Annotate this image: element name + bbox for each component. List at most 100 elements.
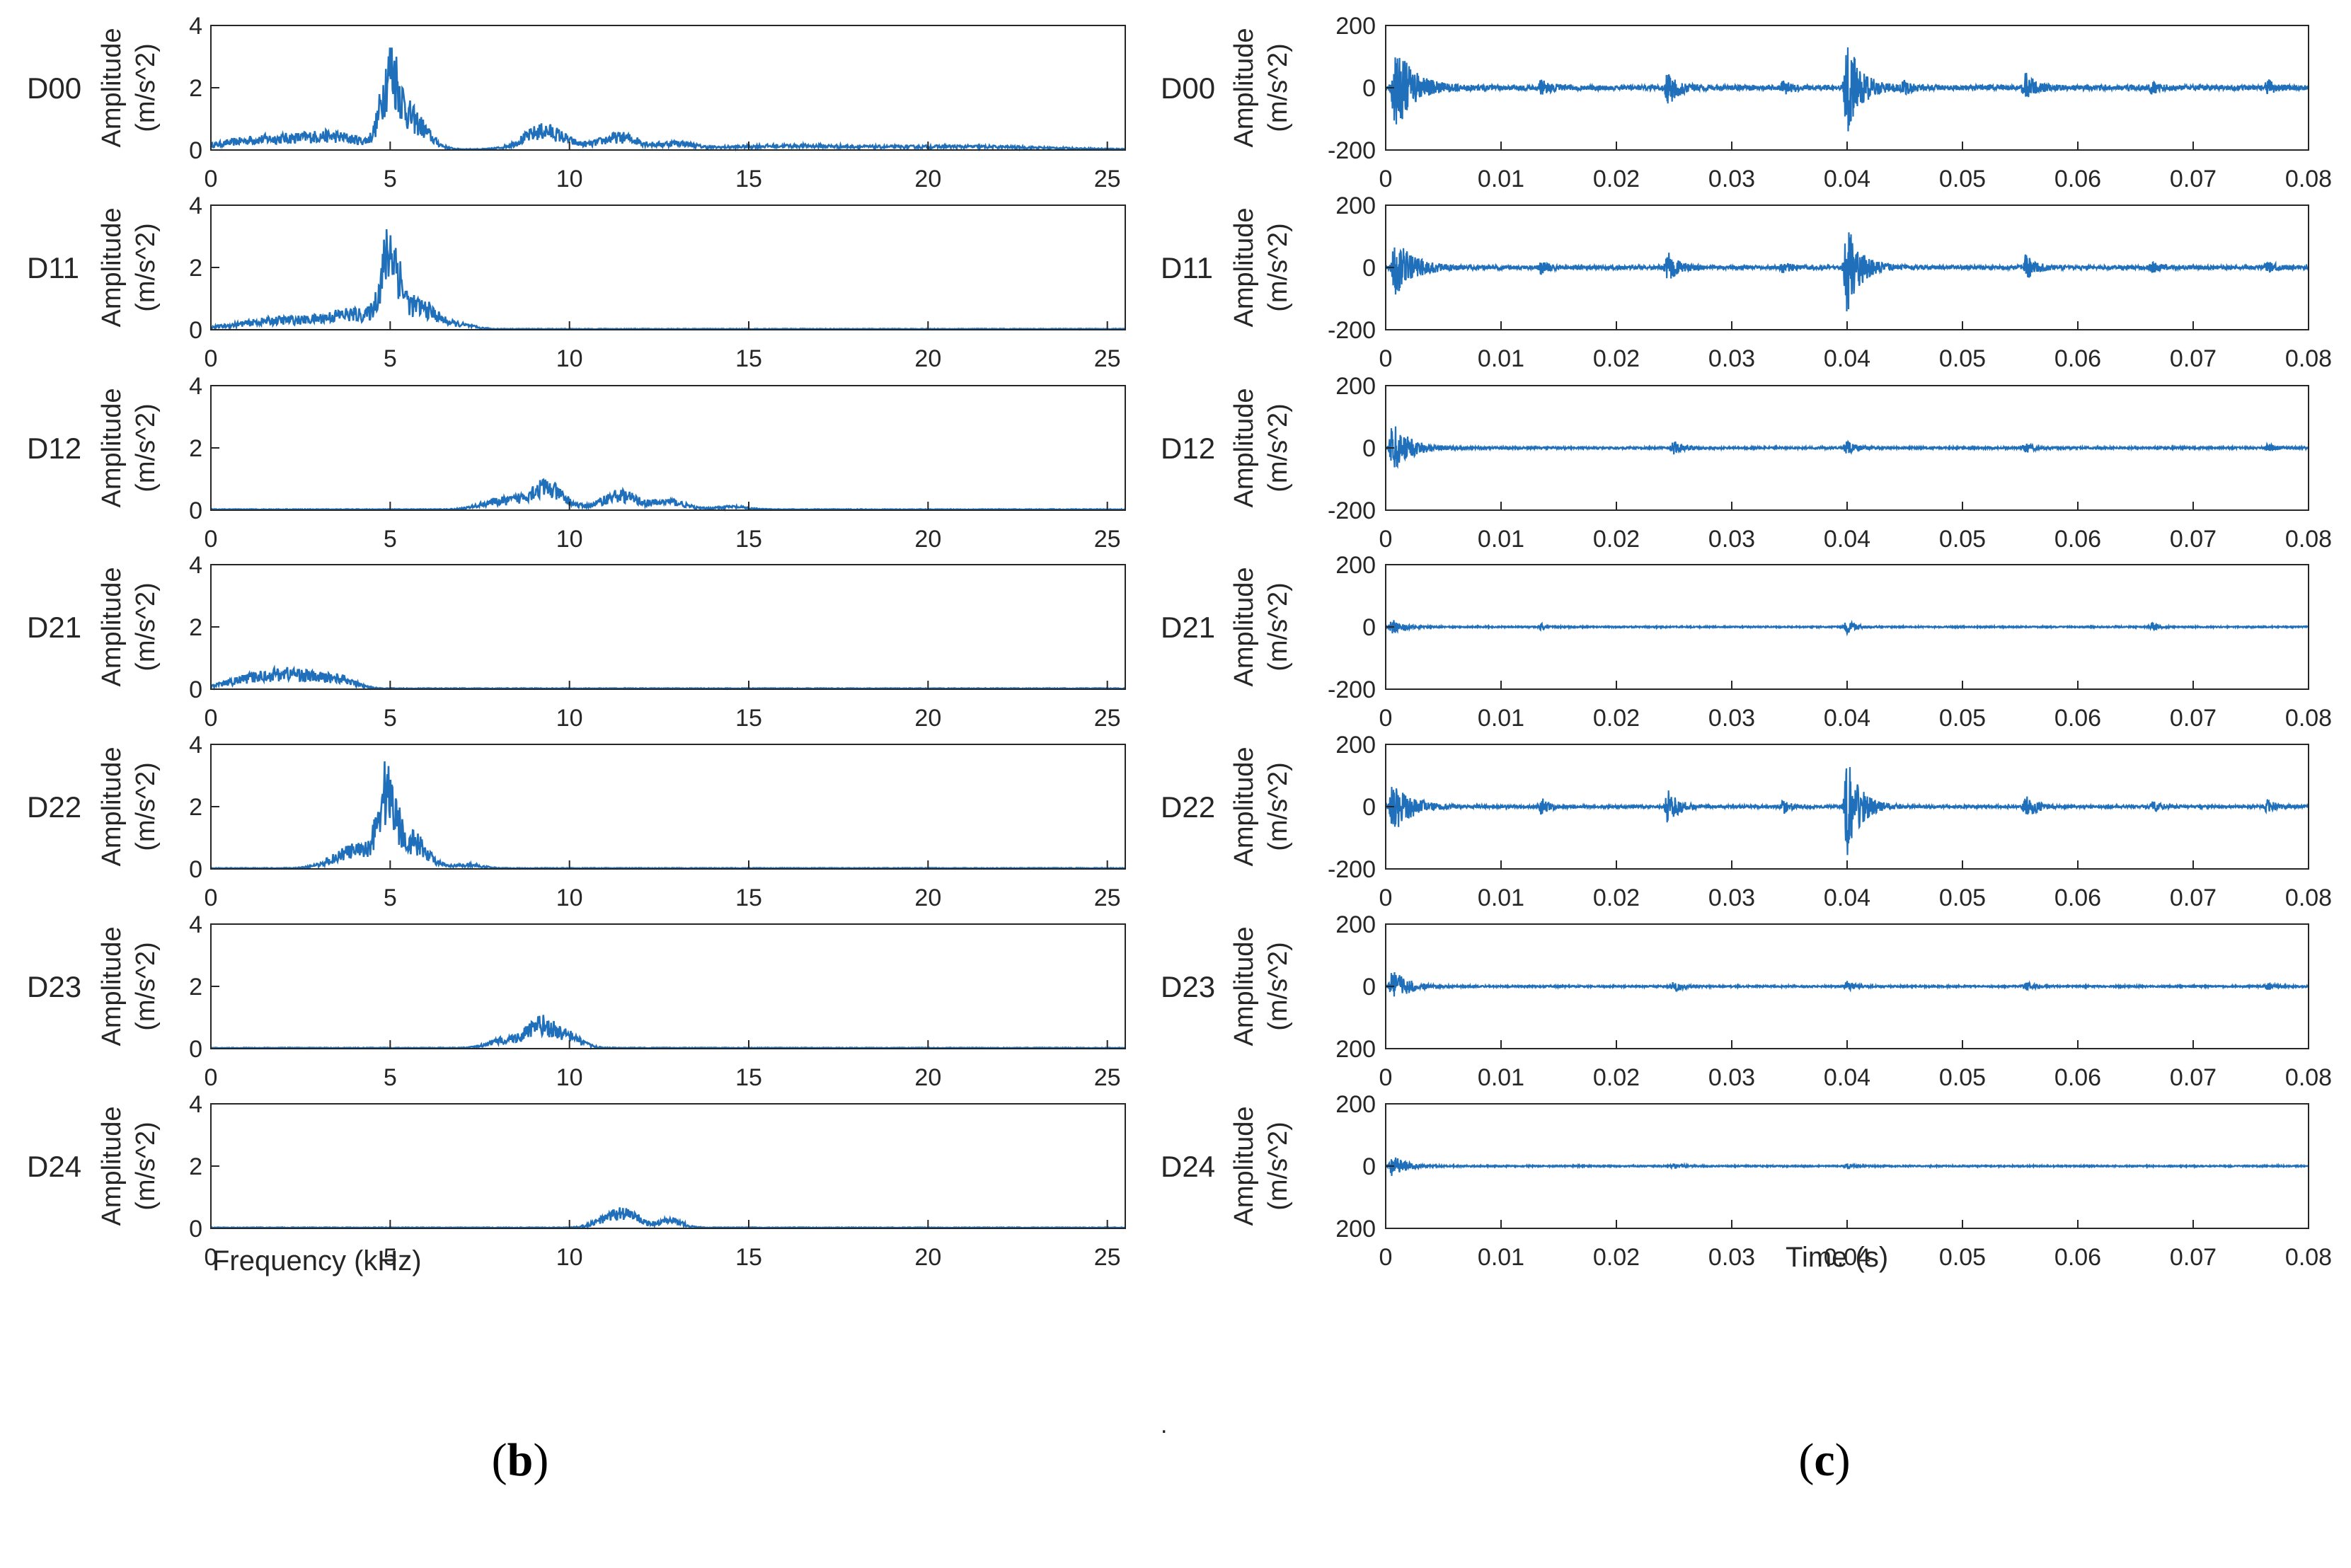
row-label: D12 [27, 432, 81, 465]
y-axis-title-line-1: Amplitude [97, 388, 127, 508]
y-tick-label: 2 [189, 75, 202, 102]
time-signal-line [1385, 619, 2309, 637]
x-tick-label: 10 [556, 1064, 583, 1091]
x-tick-label: 25 [1094, 345, 1121, 372]
x-tick-label: 0.04 [1824, 1244, 1870, 1271]
x-tick-label: 0.03 [1708, 166, 1755, 192]
y-tick-label: 200 [1335, 1036, 1376, 1063]
panel-label-c-open: ( [1798, 1434, 1814, 1486]
x-tick-label: 5 [384, 1064, 397, 1091]
y-tick-label: 200 [1335, 732, 1376, 759]
x-tick-label: 0.01 [1478, 166, 1524, 192]
spectrum-row-d22: D22 Amplitude (m/s^2) 0 2 4 0 5 10 15 20 25 [27, 732, 1126, 911]
x-tick-label: 0.06 [2054, 526, 2101, 553]
x-tick-label: 0.06 [2054, 884, 2101, 911]
y-tick-label: 4 [189, 552, 202, 579]
y-tick-label: 0 [1362, 614, 1376, 641]
x-tick-label: 0.04 [1824, 705, 1870, 732]
x-tick-label: 0.05 [1939, 1244, 1986, 1271]
x-tick-label: 0.07 [2170, 526, 2217, 553]
x-tick-label: 5 [384, 884, 397, 911]
y-axis-title: Amplitude (m/s^2) [1229, 208, 1293, 328]
x-tick-label: 0.01 [1478, 345, 1524, 372]
x-tick-label: 20 [914, 345, 941, 372]
separator-dot: . [1161, 1412, 1167, 1439]
x-tick-label: 10 [556, 705, 583, 732]
y-axis-title: Amplitude (m/s^2) [97, 388, 161, 508]
y-axis-title: Amplitude (m/s^2) [1229, 1107, 1293, 1226]
x-tick-label: 0 [1379, 526, 1393, 553]
y-axis-title: Amplitude (m/s^2) [97, 208, 161, 328]
y-axis-title: Amplitude (m/s^2) [1229, 567, 1293, 687]
x-tick-label: 0.05 [1939, 166, 1986, 192]
x-tick-label: 0.05 [1939, 705, 1986, 732]
y-tick-label: 2 [189, 1153, 202, 1180]
x-tick-label: 0 [1379, 166, 1393, 192]
y-tick-label: 0 [189, 1036, 202, 1063]
row-label: D21 [1161, 611, 1215, 644]
x-tick-label: 0.02 [1593, 884, 1640, 911]
row-label: D11 [27, 251, 79, 284]
y-tick-label: 200 [1335, 1216, 1376, 1243]
x-tick-label: 0.01 [1478, 1244, 1524, 1271]
spectrum-row-d21: D21 Amplitude (m/s^2) 0 2 4 0 5 10 15 20 25 [27, 552, 1126, 732]
y-tick-label: 0 [189, 856, 202, 883]
row-label: D00 [1161, 71, 1215, 105]
row-label: D22 [27, 790, 81, 824]
x-tick-label: 0.05 [1939, 345, 1986, 372]
x-tick-label: 0.04 [1824, 1064, 1870, 1091]
row-label: D11 [1161, 251, 1213, 284]
x-tick-label: 15 [735, 526, 762, 553]
y-axis-title-line-2: (m/s^2) [1263, 1122, 1293, 1211]
spectrum-line [210, 229, 1126, 331]
spectrum-row-d11: D11 Amplitude (m/s^2) 0 2 4 0 5 10 15 20 25 [27, 192, 1126, 372]
y-tick-label: 200 [1335, 911, 1376, 938]
x-tick-label: 0 [1379, 1064, 1393, 1091]
time-signal-line [1384, 972, 2309, 997]
panel-label-b-close: ) [533, 1434, 548, 1486]
row-label: D22 [1161, 790, 1215, 824]
spectrum-row-d00: D00 Amplitude (m/s^2) 0 2 4 0 5 10 15 20 25 [27, 13, 1126, 192]
y-axis-title-line-2: (m/s^2) [1263, 762, 1293, 851]
y-axis-title-line-2: (m/s^2) [1263, 582, 1293, 671]
y-tick-label: -200 [1328, 676, 1376, 703]
time-signal-line [1385, 232, 2310, 312]
x-tick-label: 15 [735, 705, 762, 732]
x-tick-label: 0.03 [1708, 705, 1755, 732]
y-axis-title-line-2: (m/s^2) [1263, 43, 1293, 132]
y-tick-label: -200 [1328, 497, 1376, 524]
x-tick-label: 5 [384, 1244, 397, 1271]
y-axis-title: Amplitude (m/s^2) [97, 567, 161, 687]
spectrum-line [210, 1207, 1126, 1230]
x-tick-label: 10 [556, 166, 583, 192]
y-axis-title-line-1: Amplitude [1229, 388, 1259, 508]
x-tick-label: 0.05 [1939, 526, 1986, 553]
x-tick-label: 0.06 [2054, 705, 2101, 732]
x-tick-label: 10 [556, 345, 583, 372]
x-tick-label: 0.02 [1593, 1064, 1640, 1091]
time-axis-title: Time (s) [1786, 1242, 1888, 1273]
x-tick-label: 0.08 [2285, 1064, 2332, 1091]
y-tick-label: 200 [1335, 1091, 1376, 1118]
x-tick-label: 0 [1379, 345, 1393, 372]
x-tick-label: 25 [1094, 166, 1121, 192]
x-tick-label: 15 [735, 884, 762, 911]
x-tick-label: 0.07 [2170, 1064, 2217, 1091]
row-label: D23 [1161, 970, 1215, 1003]
x-tick-label: 0.04 [1824, 166, 1870, 192]
y-tick-label: 0 [189, 676, 202, 703]
x-tick-label: 0.02 [1593, 1244, 1640, 1271]
panel-label-b: (b) [492, 1434, 549, 1486]
x-tick-label: 0.02 [1593, 345, 1640, 372]
panel-label-b-open: ( [492, 1434, 507, 1486]
y-axis-title: Amplitude (m/s^2) [1229, 747, 1293, 867]
row-label: D23 [27, 970, 81, 1003]
x-tick-label: 25 [1094, 526, 1121, 553]
x-tick-label: 0.08 [2285, 1244, 2332, 1271]
